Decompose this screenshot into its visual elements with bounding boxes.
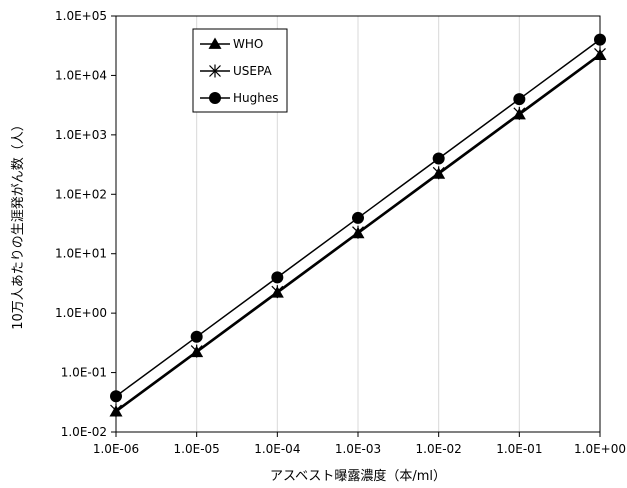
legend-label-who: WHO — [233, 37, 263, 51]
legend-marker-hughes — [209, 92, 221, 104]
series-hughes — [110, 33, 606, 403]
y-tick-label: 1.0E+02 — [55, 187, 107, 201]
legend-label-hughes: Hughes — [233, 91, 279, 105]
data-point-hughes — [110, 390, 122, 403]
data-point-usepa — [513, 106, 526, 120]
legend: WHO USEPA Hughes — [192, 28, 288, 113]
data-point-usepa — [352, 225, 364, 239]
data-point-hughes — [352, 211, 364, 224]
y-tick-label: 1.0E+00 — [55, 306, 107, 320]
legend-marker-who — [208, 37, 222, 49]
legend-marker-usepa — [209, 64, 221, 78]
x-tick-label: 1.0E-06 — [93, 442, 139, 456]
axes: 1.0E-06 1.0E-05 1.0E-04 1.0E-03 1.0E-02 1.0E-… — [55, 9, 626, 456]
y-tick-label: 1.0E+01 — [55, 247, 107, 261]
x-tick-label: 1.0E-05 — [174, 442, 220, 456]
y-tick-label: 1.0E+04 — [55, 68, 107, 82]
data-point-usepa — [190, 344, 203, 358]
data-point-hughes — [594, 33, 606, 46]
x-tick-label: 1.0E-04 — [254, 442, 300, 456]
y-tick-label: 1.0E-01 — [61, 366, 107, 380]
legend-entry-hughes: Hughes — [200, 91, 279, 105]
data-point-usepa — [594, 47, 606, 61]
y-axis-title: 10万人あたりの生涯発がん数（人） — [11, 118, 26, 330]
series-usepa — [110, 47, 606, 418]
series-layer — [109, 33, 607, 418]
x-tick-label: 1.0E-03 — [335, 442, 381, 456]
data-point-usepa — [271, 285, 284, 299]
data-point-hughes — [432, 152, 445, 165]
data-point-usepa — [432, 166, 445, 180]
data-point-hughes — [271, 271, 284, 284]
legend-entry-who: WHO — [200, 37, 263, 51]
y-tick-label: 1.0E-02 — [61, 425, 107, 439]
x-tick-label: 1.0E-02 — [416, 442, 462, 456]
y-tick-label: 1.0E+05 — [55, 9, 107, 23]
legend-label-usepa: USEPA — [233, 64, 272, 78]
y-tick-label: 1.0E+03 — [55, 128, 107, 142]
data-point-hughes — [190, 330, 203, 343]
x-tick-label: 1.0E-01 — [496, 442, 542, 456]
data-point-hughes — [513, 93, 526, 106]
legend-entry-usepa: USEPA — [200, 64, 272, 78]
x-tick-label: 1.0E+00 — [574, 442, 626, 456]
data-point-usepa — [110, 404, 122, 418]
x-axis-title: アスベスト曝露濃度（本/ml） — [270, 468, 446, 484]
